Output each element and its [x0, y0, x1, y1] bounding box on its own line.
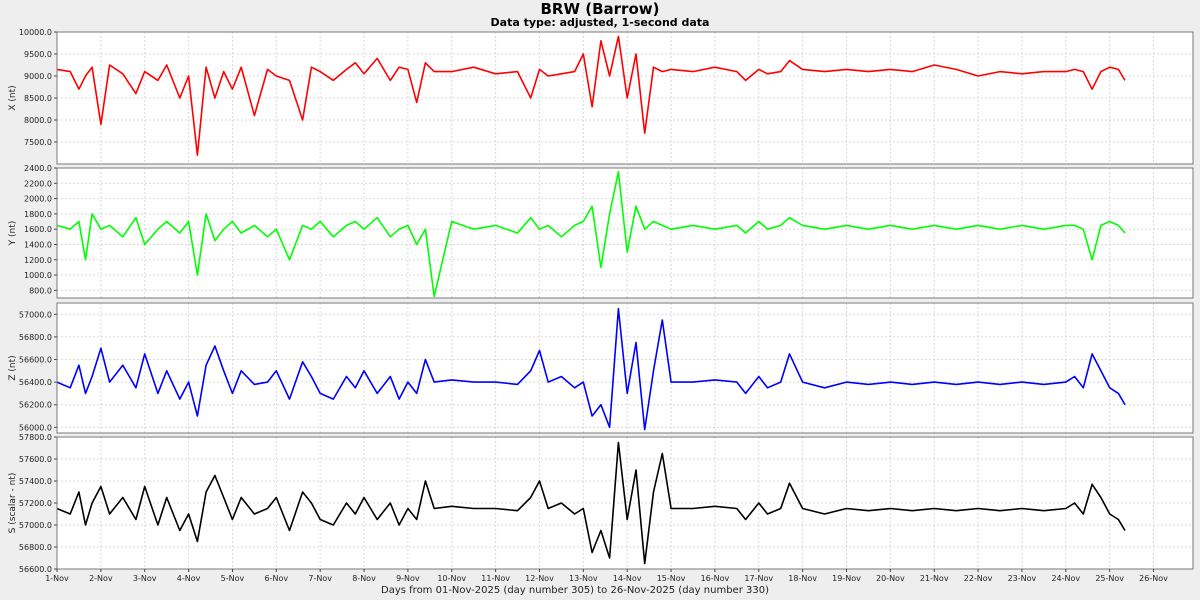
- x-tick-label: 12-Nov: [525, 574, 554, 583]
- y-tick-label: 56800.0: [19, 333, 52, 342]
- x-tick-label: 16-Nov: [701, 574, 730, 583]
- y-tick-label: 8500.0: [24, 94, 52, 103]
- x-tick-label: 21-Nov: [920, 574, 949, 583]
- plot-frame-3: [56, 302, 1194, 434]
- y-tick-label: 9000.0: [24, 72, 52, 81]
- y-tick-label: 57400.0: [19, 477, 52, 486]
- y-tick-label: 57800.0: [19, 433, 52, 442]
- x-tick-label: 25-Nov: [1095, 574, 1124, 583]
- x-tick-label: 3-Nov: [133, 574, 157, 583]
- x-tick-label: 26-Nov: [1139, 574, 1168, 583]
- y-tick-label: 1000.0: [24, 271, 52, 280]
- y-tick-label: 56600.0: [19, 356, 52, 365]
- x-tick-label: 1-Nov: [45, 574, 69, 583]
- y-tick-label: 9500.0: [24, 50, 52, 59]
- x-tick-label: 11-Nov: [481, 574, 510, 583]
- y-axis-label-2: Y (nt): [8, 221, 18, 247]
- series-line-3: [56, 307, 1126, 431]
- y-tick-label: 10000.0: [19, 28, 52, 37]
- y-axis-label-3: Z (nt): [8, 355, 18, 380]
- x-tick-label: 13-Nov: [569, 574, 598, 583]
- plot-frame-2: [56, 167, 1194, 299]
- plot-frame-1: [56, 31, 1194, 165]
- y-tick-label: 2400.0: [24, 164, 52, 173]
- y-tick-label: 57200.0: [19, 499, 52, 508]
- series-line-4: [56, 441, 1126, 565]
- x-tick-label: 15-Nov: [657, 574, 686, 583]
- y-tick-label: 56200.0: [19, 401, 52, 410]
- x-tick-label: 7-Nov: [308, 574, 332, 583]
- x-tick-label: 23-Nov: [1008, 574, 1037, 583]
- y-tick-label: 56600.0: [19, 565, 52, 574]
- series-line-1: [56, 35, 1126, 156]
- y-tick-label: 8000.0: [24, 116, 52, 125]
- y-axis-label-1: X (nt): [8, 85, 18, 110]
- x-tick-label: 9-Nov: [396, 574, 420, 583]
- x-tick-label: 22-Nov: [964, 574, 993, 583]
- y-tick-label: 56400.0: [19, 378, 52, 387]
- chart-title: BRW (Barrow): [540, 0, 660, 18]
- y-tick-label: 56000.0: [19, 423, 52, 432]
- y-tick-label: 57000.0: [19, 310, 52, 319]
- y-tick-label: 800.0: [29, 286, 52, 295]
- y-tick-label: 7500.0: [24, 138, 52, 147]
- plot-frame-4: [56, 436, 1194, 570]
- x-tick-label: 8-Nov: [352, 574, 376, 583]
- x-tick-label: 19-Nov: [832, 574, 861, 583]
- x-tick-label: 20-Nov: [876, 574, 905, 583]
- y-tick-label: 56800.0: [19, 543, 52, 552]
- x-tick-label: 5-Nov: [221, 574, 245, 583]
- chart-subtitle: Data type: adjusted, 1-second data: [490, 16, 710, 29]
- series-line-2: [56, 171, 1126, 298]
- x-tick-label: 14-Nov: [613, 574, 642, 583]
- y-axis-label-4: S (scalar - nt): [8, 473, 18, 534]
- y-tick-label: 57600.0: [19, 455, 52, 464]
- y-tick-label: 1800.0: [24, 210, 52, 219]
- x-tick-label: 17-Nov: [744, 574, 773, 583]
- x-tick-label: 24-Nov: [1051, 574, 1080, 583]
- y-tick-label: 2000.0: [24, 195, 52, 204]
- x-tick-label: 18-Nov: [788, 574, 817, 583]
- y-tick-label: 1400.0: [24, 240, 52, 249]
- x-tick-label: 10-Nov: [437, 574, 466, 583]
- y-tick-label: 2200.0: [24, 179, 52, 188]
- y-tick-label: 1200.0: [24, 256, 52, 265]
- x-tick-label: 2-Nov: [89, 574, 113, 583]
- y-tick-label: 57000.0: [19, 521, 52, 530]
- y-tick-label: 1600.0: [24, 225, 52, 234]
- x-axis-label: Days from 01-Nov-2025 (day number 305) t…: [381, 585, 769, 596]
- x-tick-label: 6-Nov: [265, 574, 289, 583]
- x-tick-label: 4-Nov: [177, 574, 201, 583]
